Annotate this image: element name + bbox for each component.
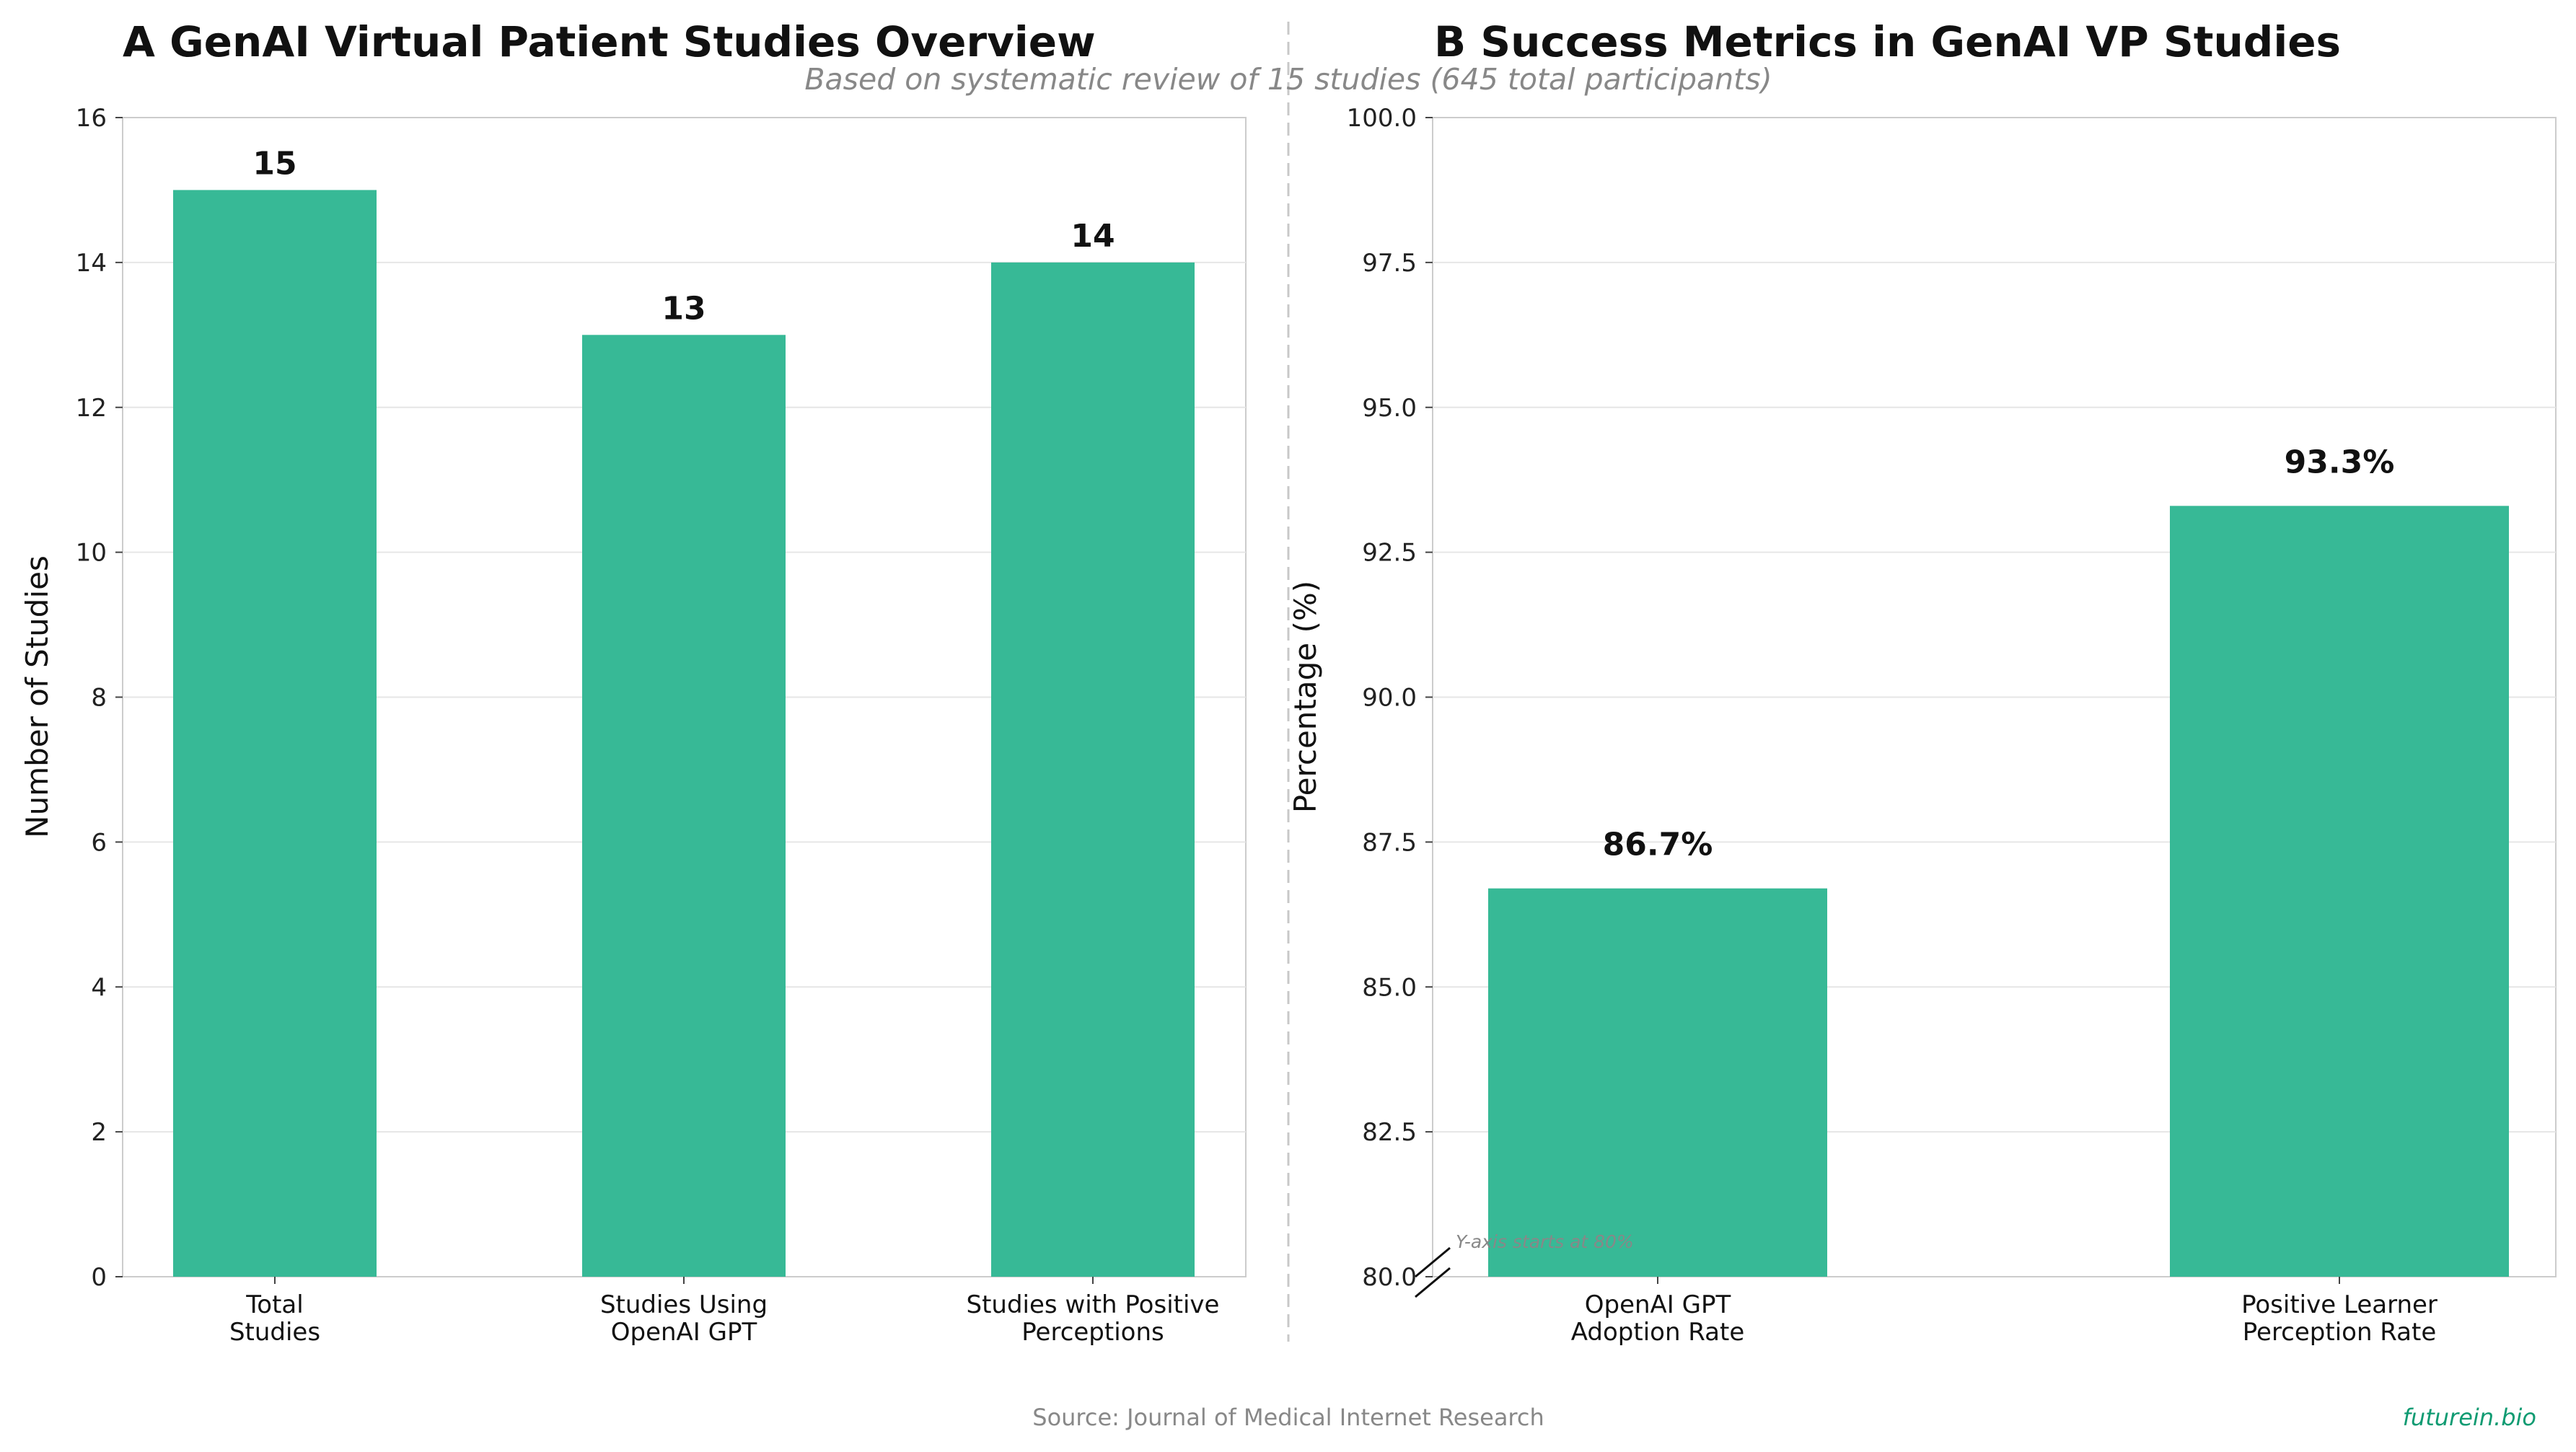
brand-watermark: futurein.bio xyxy=(2403,1404,2536,1431)
bar-value-label: 93.3% xyxy=(2285,444,2395,480)
x-category-label: Studies Using OpenAI GPT xyxy=(600,1290,768,1347)
y-tick-label: 97.5 xyxy=(1362,249,1417,278)
bar xyxy=(991,262,1195,1277)
y-tick-label: 80.0 xyxy=(1362,1263,1417,1292)
y-tick-label: 90.0 xyxy=(1362,684,1417,713)
bar xyxy=(173,190,377,1277)
y-tick-label: 2 xyxy=(91,1118,107,1147)
panel-a-value-labels: 15 13 14 xyxy=(252,145,1115,327)
y-tick-label: 14 xyxy=(76,249,107,278)
panel-a-title: A GenAI Virtual Patient Studies Overview xyxy=(123,17,1096,66)
panel-a-y-ticks: 0 2 4 6 8 10 12 14 16 xyxy=(76,104,123,1292)
source-note: Source: Journal of Medical Internet Rese… xyxy=(1032,1404,1544,1431)
bar-value-label: 14 xyxy=(1071,218,1115,255)
x-category-line: Studies xyxy=(229,1318,320,1347)
y-tick-label: 12 xyxy=(76,394,107,423)
panel-a: A GenAI Virtual Patient Studies Overview… xyxy=(19,17,1247,1347)
y-tick-label: 92.5 xyxy=(1362,539,1417,568)
x-category-line: Perception Rate xyxy=(2243,1318,2437,1347)
bar-value-label: 86.7% xyxy=(1603,827,1713,863)
y-tick-label: 87.5 xyxy=(1362,828,1417,857)
x-category-label: Total Studies xyxy=(229,1290,320,1347)
panel-b-title: B Success Metrics in GenAI VP Studies xyxy=(1434,17,2341,66)
bar xyxy=(2170,506,2509,1277)
panel-a-y-axis-label: Number of Studies xyxy=(19,555,55,838)
panel-b-bars xyxy=(1488,506,2509,1277)
y-tick-label: 10 xyxy=(76,539,107,568)
x-category-label: OpenAI GPT Adoption Rate xyxy=(1571,1290,1745,1347)
bar xyxy=(1488,888,1827,1277)
y-tick-label: 100.0 xyxy=(1347,104,1417,133)
y-tick-label: 4 xyxy=(91,973,107,1002)
panel-b-y-axis-label: Percentage (%) xyxy=(1288,581,1323,813)
x-category-line: Adoption Rate xyxy=(1571,1318,1745,1347)
y-tick-label: 85.0 xyxy=(1362,973,1417,1002)
x-category-line: Perceptions xyxy=(1021,1318,1164,1347)
bar-value-label: 13 xyxy=(661,290,705,327)
x-category-line: Positive Learner xyxy=(2241,1290,2437,1319)
figure-subtitle: Based on systematic review of 15 studies… xyxy=(804,62,1772,97)
y-tick-label: 95.0 xyxy=(1362,394,1417,423)
x-category-line: Total xyxy=(245,1290,303,1319)
x-category-line: Studies with Positive xyxy=(967,1290,1220,1319)
bar-value-label: 15 xyxy=(252,145,296,182)
x-category-line: Studies Using xyxy=(600,1290,768,1319)
x-category-label: Studies with Positive Perceptions xyxy=(967,1290,1220,1347)
y-tick-label: 82.5 xyxy=(1362,1118,1417,1147)
x-category-line: OpenAI GPT xyxy=(611,1318,757,1347)
y-tick-label: 8 xyxy=(91,684,107,713)
axis-break-note: Y-axis starts at 80% xyxy=(1456,1231,1634,1252)
y-tick-label: 6 xyxy=(91,828,107,857)
panel-b: B Success Metrics in GenAI VP Studies 80… xyxy=(1288,17,2557,1347)
bar xyxy=(582,335,786,1277)
y-tick-label: 0 xyxy=(91,1263,107,1292)
panel-b-y-ticks: 80.0 82.5 85.0 87.5 90.0 92.5 95.0 97.5 100.0 xyxy=(1347,104,1433,1292)
y-tick-label: 16 xyxy=(76,104,107,133)
panel-a-bars xyxy=(173,190,1195,1277)
panel-b-value-labels: 86.7% 93.3% xyxy=(1603,444,2395,863)
panel-b-x-categories: OpenAI GPT Adoption Rate Positive Learner P… xyxy=(1571,1277,2437,1347)
axis-break-marker xyxy=(1415,1246,1451,1298)
x-category-label: Positive Learner Perception Rate xyxy=(2241,1290,2437,1347)
x-category-line: OpenAI GPT xyxy=(1585,1290,1731,1319)
